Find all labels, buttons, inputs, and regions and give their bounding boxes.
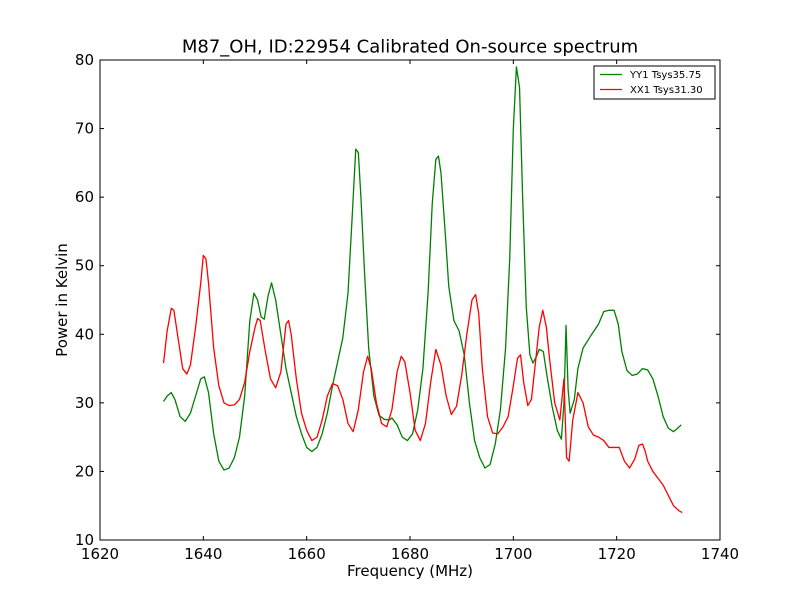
x-tick-label: 1660 — [288, 545, 326, 563]
x-tick-label: 1740 — [701, 545, 739, 563]
y-tick-label: 80 — [75, 51, 94, 69]
series-line-yy1 — [163, 66, 682, 471]
axis-ticks: 1620 1640 1660 1680 1700 1720 1740 10 20 30 40 50 60… — [75, 51, 739, 563]
legend-label-yy1: YY1 Tsys35.75 — [629, 70, 701, 81]
x-tick-label: 1640 — [184, 545, 222, 563]
y-tick-label: 30 — [75, 394, 94, 412]
x-axis-label: Frequency (MHz) — [347, 562, 473, 580]
x-tick-label: 1700 — [494, 545, 532, 563]
legend: YY1 Tsys35.75 XX1 Tsys31.30 — [593, 65, 716, 100]
y-tick-label: 60 — [75, 188, 94, 206]
legend-box — [593, 65, 716, 100]
x-tick-label: 1680 — [391, 545, 429, 563]
legend-label-xx1: XX1 Tsys31.30 — [630, 85, 703, 96]
y-tick-label: 70 — [75, 120, 94, 138]
plot-lines — [162, 66, 683, 514]
y-tick-label: 40 — [75, 325, 94, 343]
y-tick-label: 50 — [75, 257, 94, 275]
series-line-xx1 — [162, 254, 683, 514]
chart-title: M87_OH, ID:22954 Calibrated On-source sp… — [182, 37, 638, 58]
x-tick-label: 1620 — [81, 545, 119, 563]
y-tick-label: 10 — [75, 531, 94, 549]
plot-frame — [99, 59, 721, 541]
y-axis-label: Power in Kelvin — [53, 243, 71, 357]
y-tick-label: 20 — [75, 462, 94, 480]
x-tick-label: 1720 — [598, 545, 636, 563]
